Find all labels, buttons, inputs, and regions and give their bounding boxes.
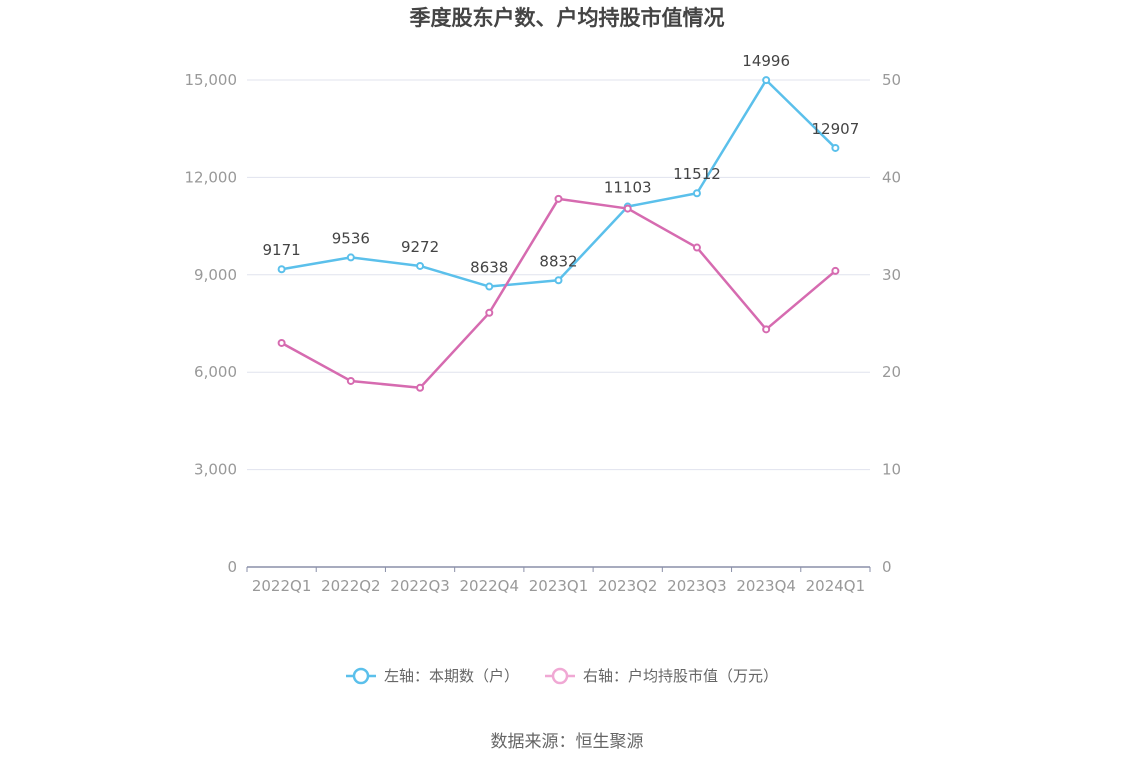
data-label: 8638: [470, 259, 508, 277]
y-right-tick-label: 0: [882, 558, 892, 576]
data-label: 11103: [604, 179, 652, 197]
series-line-right: [281, 197, 837, 390]
data-point: [831, 266, 840, 275]
x-tick-label: 2022Q1: [252, 577, 312, 595]
legend-marker: [551, 667, 569, 685]
legend-label: 右轴：户均持股市值（万元）: [583, 667, 778, 685]
data-label: 8832: [539, 252, 577, 270]
y-left-tick-label: 3,000: [194, 461, 237, 479]
x-tick-label: 2022Q2: [321, 577, 381, 595]
data-point: [762, 76, 771, 85]
data-point: [554, 276, 563, 285]
legend-item[interactable]: 左轴：本期数（户）: [346, 667, 519, 685]
data-point: [485, 282, 494, 291]
data-label: 9272: [401, 238, 439, 256]
legend-label: 左轴：本期数（户）: [384, 667, 519, 685]
series-layer: 9171 9536 9272 8638 8832 11103 11512 14996 12907: [263, 52, 860, 392]
y-left-tick-label: 12,000: [185, 168, 238, 186]
data-label: 11512: [673, 165, 721, 183]
y-left-tick-label: 15,000: [185, 71, 238, 89]
data-point: [692, 189, 701, 198]
x-tick-label: 2023Q3: [667, 577, 727, 595]
data-label: 9171: [263, 241, 301, 259]
y-right-tick-label: 10: [882, 461, 901, 479]
data-point: [623, 204, 632, 213]
chart-title: 季度股东户数、户均持股市值情况: [410, 6, 725, 30]
x-tick-label: 2023Q2: [598, 577, 658, 595]
data-point: [277, 338, 286, 347]
y-right-tick-label: 30: [882, 266, 901, 284]
data-point: [554, 194, 563, 203]
grid-lines: [247, 79, 870, 471]
data-point: [485, 308, 494, 317]
data-point: [277, 265, 286, 274]
axes: 0 0 3,000 10 6,000 20 9,000 30 12,000 40 15,000 50 2…: [185, 71, 902, 595]
y-right-tick-label: 40: [882, 168, 901, 186]
y-right-tick-label: 20: [882, 363, 901, 381]
data-point: [416, 261, 425, 270]
data-point: [831, 143, 840, 152]
x-tick-label: 2022Q4: [460, 577, 520, 595]
y-left-tick-label: 0: [227, 558, 237, 576]
y-left-tick-label: 6,000: [194, 363, 237, 381]
x-tick-label: 2024Q1: [806, 577, 866, 595]
data-label: 14996: [742, 52, 790, 70]
legend[interactable]: 左轴：本期数（户） 右轴：户均持股市值（万元）: [346, 667, 778, 685]
source-note: 数据来源：恒生聚源: [491, 732, 644, 752]
y-right-tick-label: 50: [882, 71, 901, 89]
data-point: [346, 253, 355, 262]
data-label: 12907: [812, 120, 860, 138]
y-left-tick-label: 9,000: [194, 266, 237, 284]
legend-marker: [352, 667, 370, 685]
x-tick-label: 2023Q1: [529, 577, 589, 595]
data-point: [762, 325, 771, 334]
x-tick-label: 2023Q4: [736, 577, 796, 595]
legend-item[interactable]: 右轴：户均持股市值（万元）: [545, 667, 778, 685]
x-tick-label: 2022Q3: [390, 577, 450, 595]
data-point: [346, 376, 355, 385]
data-point: [692, 243, 701, 252]
data-point: [416, 383, 425, 392]
data-label: 9536: [332, 229, 370, 247]
